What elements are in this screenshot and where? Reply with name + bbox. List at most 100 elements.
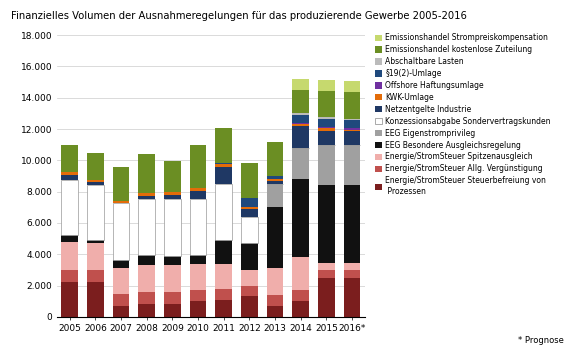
Bar — [318, 80, 335, 91]
Bar — [344, 184, 360, 263]
Bar — [113, 294, 129, 306]
Bar — [344, 278, 360, 317]
Bar — [164, 292, 181, 303]
Bar — [62, 180, 78, 235]
Bar — [215, 128, 232, 163]
Bar — [292, 126, 309, 148]
Bar — [318, 127, 335, 128]
Bar — [139, 154, 155, 193]
Bar — [318, 145, 335, 184]
Bar — [344, 81, 360, 92]
Bar — [267, 306, 283, 317]
Bar — [164, 256, 181, 265]
Bar — [344, 120, 360, 128]
Bar — [164, 195, 181, 200]
Bar — [190, 188, 206, 191]
Bar — [139, 196, 155, 199]
Bar — [292, 124, 309, 126]
Bar — [87, 153, 104, 180]
Bar — [139, 255, 155, 265]
Bar — [215, 166, 232, 184]
Bar — [267, 179, 283, 181]
Bar — [292, 123, 309, 124]
Bar — [292, 115, 309, 123]
Bar — [190, 301, 206, 317]
Bar — [241, 285, 258, 296]
Bar — [344, 128, 360, 130]
Bar — [292, 148, 309, 179]
Legend: Emissionshandel Strompreiskompensation, Emissionshandel kostenlose Zuteilung, Ab: Emissionshandel Strompreiskompensation, … — [375, 33, 551, 196]
Bar — [164, 265, 181, 292]
Bar — [190, 199, 206, 255]
Bar — [267, 181, 283, 184]
Bar — [139, 292, 155, 303]
Bar — [318, 117, 335, 119]
Bar — [139, 199, 155, 255]
Bar — [87, 186, 104, 240]
Bar — [215, 184, 232, 240]
Bar — [344, 263, 360, 270]
Bar — [190, 290, 206, 301]
Bar — [87, 270, 104, 282]
Bar — [164, 193, 181, 195]
Bar — [190, 264, 206, 290]
Bar — [190, 145, 206, 188]
Bar — [267, 184, 283, 207]
Bar — [318, 131, 335, 145]
Bar — [164, 161, 181, 193]
Bar — [190, 191, 206, 199]
Bar — [318, 278, 335, 317]
Bar — [344, 145, 360, 184]
Bar — [318, 91, 335, 117]
Bar — [164, 200, 181, 256]
Bar — [318, 119, 335, 127]
Bar — [267, 142, 283, 176]
Bar — [62, 242, 78, 270]
Bar — [113, 201, 129, 203]
Bar — [87, 282, 104, 317]
Bar — [113, 306, 129, 317]
Bar — [241, 207, 258, 209]
Bar — [113, 166, 129, 201]
Bar — [241, 209, 258, 217]
Bar — [318, 184, 335, 263]
Bar — [113, 268, 129, 294]
Bar — [267, 207, 283, 268]
Bar — [241, 198, 258, 207]
Bar — [62, 175, 78, 180]
Bar — [318, 263, 335, 270]
Bar — [292, 301, 309, 317]
Bar — [62, 172, 78, 175]
Bar — [344, 270, 360, 278]
Bar — [113, 203, 129, 260]
Bar — [62, 270, 78, 282]
Bar — [267, 268, 283, 295]
Bar — [344, 130, 360, 131]
Bar — [344, 131, 360, 145]
Bar — [87, 180, 104, 182]
Bar — [292, 79, 309, 90]
Bar — [87, 243, 104, 270]
Bar — [139, 265, 155, 292]
Bar — [241, 270, 258, 285]
Bar — [62, 145, 78, 172]
Bar — [62, 235, 78, 242]
Bar — [139, 193, 155, 196]
Bar — [215, 289, 232, 300]
Bar — [241, 163, 258, 198]
Bar — [87, 240, 104, 243]
Bar — [344, 119, 360, 120]
Bar — [292, 90, 309, 113]
Bar — [215, 264, 232, 289]
Bar — [241, 217, 258, 243]
Bar — [292, 290, 309, 301]
Bar — [190, 255, 206, 264]
Bar — [215, 300, 232, 317]
Bar — [292, 257, 309, 290]
Bar — [267, 295, 283, 306]
Bar — [164, 303, 181, 317]
Text: Finanzielles Volumen der Ausnahmeregelungen für das produzierende Gewerbe 2005-2: Finanzielles Volumen der Ausnahmeregelun… — [11, 11, 467, 20]
Bar — [139, 303, 155, 317]
Bar — [344, 92, 360, 119]
Bar — [215, 240, 232, 264]
